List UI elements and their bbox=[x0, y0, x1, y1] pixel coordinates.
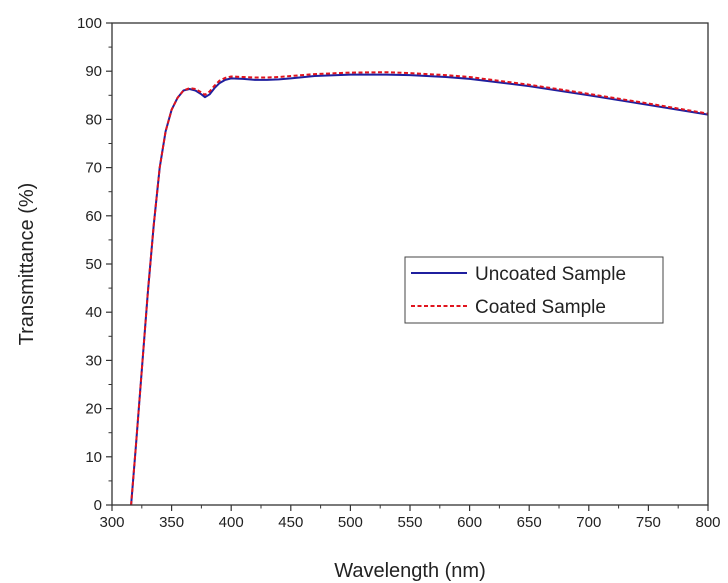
series-line-uncoated bbox=[130, 73, 709, 506]
legend-box bbox=[404, 256, 664, 324]
y-tick-label: 30 bbox=[85, 352, 102, 369]
y-axis-title: Transmittance (%) bbox=[16, 183, 38, 346]
x-tick-label: 400 bbox=[219, 514, 244, 531]
x-tick-label: 700 bbox=[576, 514, 601, 531]
x-tick-label: 550 bbox=[397, 514, 422, 531]
y-tick-label: 70 bbox=[85, 160, 102, 177]
x-tick-label: 350 bbox=[159, 514, 184, 531]
x-axis-title: Wavelength (nm) bbox=[334, 560, 486, 582]
x-tick-label: 500 bbox=[338, 514, 363, 531]
y-tick-label: 50 bbox=[85, 256, 102, 273]
y-tick-label: 90 bbox=[85, 63, 102, 80]
plot-area bbox=[130, 71, 709, 506]
legend-label-uncoated: Uncoated Sample bbox=[475, 264, 626, 285]
y-tick-label: 80 bbox=[85, 111, 102, 128]
y-tick-label: 10 bbox=[85, 449, 102, 466]
y-tick-label: 20 bbox=[85, 401, 102, 418]
x-tick-label: 600 bbox=[457, 514, 482, 531]
legend: Uncoated Sample Coated Sample bbox=[404, 256, 664, 324]
y-tick-label: 60 bbox=[85, 208, 102, 225]
x-tick-label: 300 bbox=[99, 514, 124, 531]
y-tick-label: 0 bbox=[94, 497, 102, 514]
axes: 300 350 400 450 500 550 600 650 700 750 800 0 10 20 30… bbox=[77, 15, 721, 531]
legend-label-coated: Coated Sample bbox=[475, 297, 606, 318]
y-tick-label: 40 bbox=[85, 304, 102, 321]
x-tick-label: 750 bbox=[636, 514, 661, 531]
x-tick-label: 450 bbox=[278, 514, 303, 531]
y-tick-label: 100 bbox=[77, 15, 102, 32]
x-tick-label: 650 bbox=[517, 514, 542, 531]
x-tick-label: 800 bbox=[695, 514, 720, 531]
